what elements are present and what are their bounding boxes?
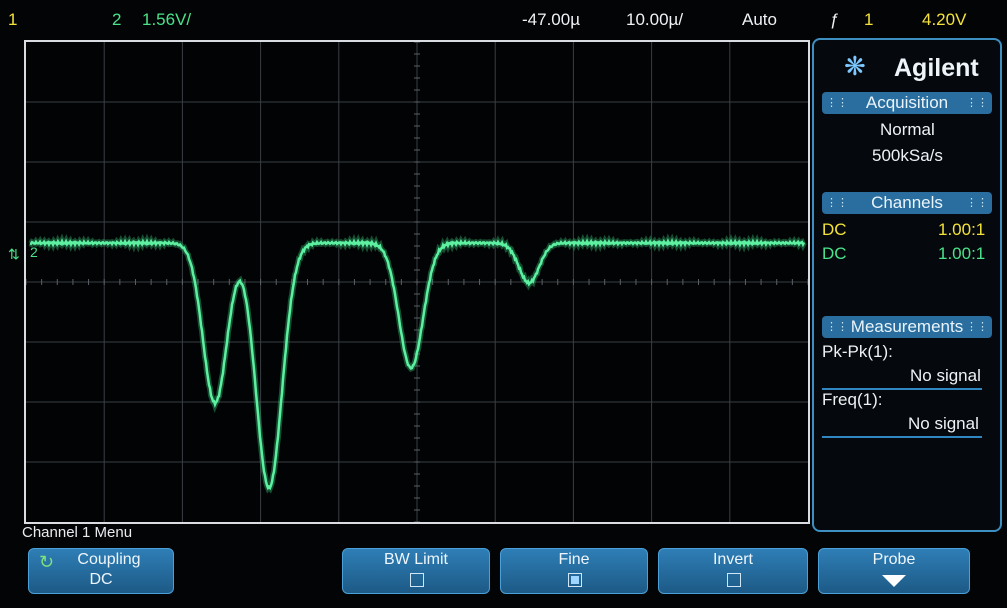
bw-limit-checkbox[interactable] [410,573,424,587]
grip-icon: ⋮⋮ [966,92,988,114]
ground-icon: ⇅ [8,246,20,263]
channel2-probe-ratio: 1.00:1 [938,244,985,264]
graticule [26,42,808,522]
fine-checkbox[interactable] [568,573,582,587]
grip-icon: ⋮⋮ [966,316,988,338]
acquisition-header[interactable]: ⋮⋮ Acquisition ⋮⋮ [822,92,992,114]
measurements-header[interactable]: ⋮⋮ Measurements ⋮⋮ [822,316,992,338]
divider [822,436,982,438]
invert-checkbox[interactable] [727,573,741,587]
menu-title: Channel 1 Menu [22,524,132,541]
bw-limit-softkey[interactable]: BW Limit [342,548,490,594]
invert-softkey[interactable]: Invert [658,548,808,594]
arrow-down-icon [882,575,906,587]
grip-icon: ⋮⋮ [826,316,848,338]
measurement-name: Freq(1): [822,390,882,410]
channel1-coupling: DC [822,220,847,240]
brand-logo: ❋ Agilent [814,46,1000,86]
measurement-name: Pk-Pk(1): [822,342,893,362]
coupling-softkey[interactable]: ↻ Coupling DC [28,548,174,594]
coupling-value: DC [29,571,173,589]
probe-softkey[interactable]: Probe [818,548,970,594]
fine-softkey[interactable]: Fine [500,548,648,594]
channel1-probe-ratio: 1.00:1 [938,220,985,240]
info-panel: ❋ Agilent ⋮⋮ Acquisition ⋮⋮ Normal 500kS… [812,38,1002,532]
waveform-display[interactable] [24,40,810,524]
grip-icon: ⋮⋮ [826,192,848,214]
channel2-coupling: DC [822,244,847,264]
sample-rate: 500kSa/s [872,146,943,166]
measurement-value: No signal [908,414,979,434]
channels-header[interactable]: ⋮⋮ Channels ⋮⋮ [822,192,992,214]
channel2-ground-marker: 2 [30,244,38,260]
measurement-value: No signal [910,366,981,386]
acquisition-mode: Normal [880,120,935,140]
grip-icon: ⋮⋮ [966,192,988,214]
starburst-icon: ❋ [844,52,866,80]
brand-name: Agilent [894,54,979,83]
grip-icon: ⋮⋮ [826,92,848,114]
